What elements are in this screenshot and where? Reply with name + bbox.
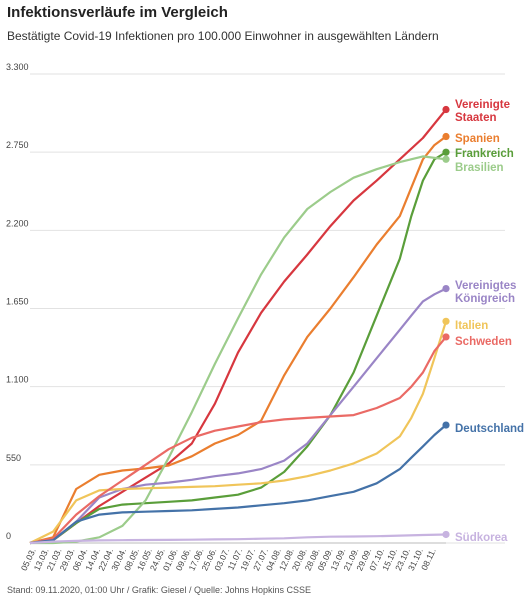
series-label-deutschland: Deutschland — [455, 423, 524, 435]
end-point-deutschland — [442, 421, 450, 429]
series-line-suedkorea — [29, 533, 447, 545]
end-point-suedkorea — [442, 530, 450, 539]
x-axis: 05.03.13.03.21.03.29.03.06.04.14.04.22.0… — [19, 547, 438, 573]
y-tick-label: 1.650 — [6, 297, 29, 307]
end-point-frankreich — [442, 148, 450, 156]
series-layer — [29, 105, 450, 545]
series-line-frankreich — [29, 151, 447, 545]
series-label-frankreich: Frankreich — [455, 148, 514, 160]
end-point-brasilien — [442, 155, 450, 163]
series-label-spanien: Spanien — [455, 133, 500, 145]
series-line-vereinigtes-koenigreich — [29, 287, 447, 545]
end-point-vereinigte-staaten — [442, 105, 450, 114]
y-tick-label: 550 — [6, 453, 21, 463]
series-line-brasilien — [30, 155, 447, 545]
series-label-schweden: Schweden — [455, 336, 512, 348]
series-label-vereinigte-staaten: Vereinigte Staaten — [455, 99, 510, 124]
y-tick-label: 2.750 — [6, 140, 29, 150]
series-label-brasilien: Brasilien — [455, 162, 504, 174]
y-tick-label: 0 — [6, 531, 11, 541]
end-point-schweden — [442, 333, 450, 341]
series-label-vereinigtes-koenigreich: Vereinigtes Königreich — [455, 280, 516, 305]
chart-subtitle: Bestätigte Covid-19 Infektionen pro 100.… — [7, 29, 439, 43]
chart-title: Infektionsverläufe im Vergleich — [7, 4, 228, 21]
end-point-italien — [442, 317, 450, 325]
line-chart: 0 550 1.100 1.650 2.200 2.750 3.300 05.03.13.0… — [6, 62, 524, 573]
series-line-spanien — [29, 135, 447, 545]
series-line-vereinigte-staaten — [29, 108, 447, 545]
y-tick-label: 2.200 — [6, 218, 29, 228]
end-point-spanien — [442, 132, 450, 141]
series-labels: Vereinigte Staaten Spanien Frankreich Brasil… — [455, 99, 524, 544]
y-tick-label: 1.100 — [6, 375, 29, 385]
series-line-deutschland — [29, 424, 447, 545]
series-label-italien: Italien — [455, 320, 488, 332]
series-label-suedkorea: Südkorea — [455, 532, 508, 544]
series-line-schweden — [29, 336, 447, 545]
end-point-vereinigtes-koenigreich — [442, 285, 450, 293]
y-tick-label: 3.300 — [6, 62, 29, 72]
y-axis: 0 550 1.100 1.650 2.200 2.750 3.300 — [6, 62, 29, 541]
source-footer: Stand: 09.11.2020, 01:00 Uhr / Grafik: G… — [7, 585, 311, 595]
